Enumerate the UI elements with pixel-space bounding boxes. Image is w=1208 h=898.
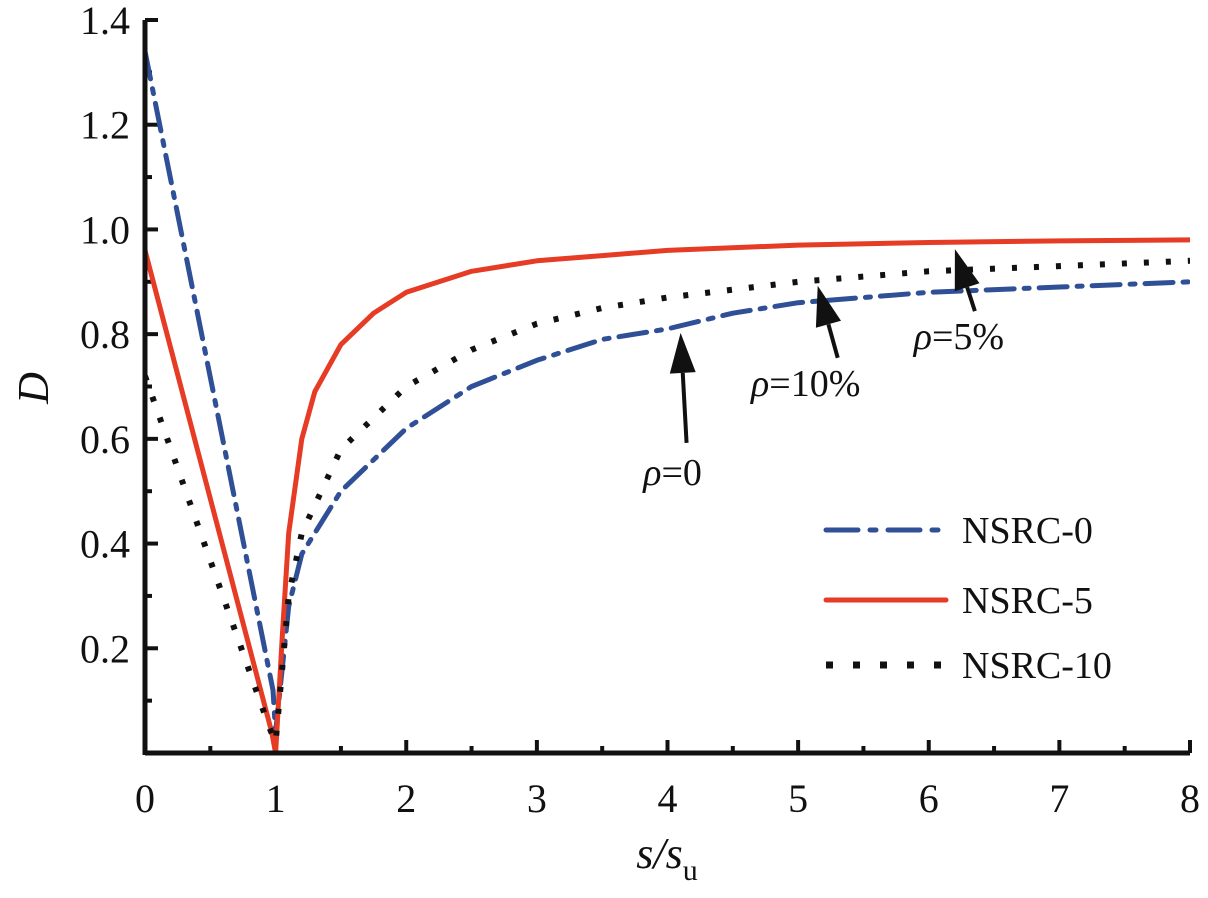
axis-ticks xyxy=(143,18,1192,753)
annotation-label-greek: ρ xyxy=(913,316,932,358)
x-axis-title: s/su xyxy=(636,829,697,887)
axes xyxy=(142,20,1190,756)
annotation-label-text: =5% xyxy=(932,316,1004,358)
y-tick-label: 0.2 xyxy=(80,626,130,671)
annotation-arrow-head xyxy=(669,332,696,374)
annotation-label-text: =10% xyxy=(769,363,860,405)
legend-label-nsrc-5: NSRC-5 xyxy=(962,580,1093,622)
legend-label-nsrc-0: NSRC-0 xyxy=(962,510,1093,552)
x-tick-label: 3 xyxy=(527,776,547,821)
annotation-label-greek: ρ xyxy=(750,363,769,405)
x-tick-label: 4 xyxy=(658,776,678,821)
annotation-label: ρ=5% xyxy=(913,316,1004,358)
series-group xyxy=(145,48,1190,756)
annotation-arrow-head xyxy=(954,249,980,292)
annotation-label: ρ=10% xyxy=(750,363,860,405)
annotation-label: ρ=0 xyxy=(642,452,702,494)
x-tick-label: 0 xyxy=(135,776,155,821)
x-axis-title-main: s/s xyxy=(636,829,682,878)
annotation-label-text: =0 xyxy=(661,452,701,494)
tick-labels: 0 1 2 3 4 5 6 7 8 0.2 0.4 0.6 0.8 1.0 1.2 1.4 xyxy=(80,0,1200,821)
x-tick-label: 6 xyxy=(919,776,939,821)
y-tick-label: 0.4 xyxy=(80,522,130,567)
y-tick-label: 1.2 xyxy=(80,103,130,148)
y-tick-label: 1.0 xyxy=(80,207,130,252)
annotation-arrow-head xyxy=(815,285,841,328)
annotations: ρ=0ρ=10%ρ=5% xyxy=(642,249,1004,494)
legend-label-nsrc-10: NSRC-10 xyxy=(962,645,1112,687)
series-line-nsrc-5 xyxy=(145,237,1190,756)
annotation-label-greek: ρ xyxy=(642,452,661,494)
annotation-arrow-shaft xyxy=(680,372,689,444)
x-tick-label: 1 xyxy=(266,776,286,821)
x-axis-title-subscript: u xyxy=(683,854,698,887)
x-tick-label: 5 xyxy=(788,776,808,821)
y-axis-title: D xyxy=(9,372,58,405)
x-tick-label: 2 xyxy=(396,776,416,821)
series-line-nsrc-0 xyxy=(145,48,1190,735)
y-tick-label: 0.6 xyxy=(80,417,130,462)
series-line-nsrc-10 xyxy=(145,257,1190,746)
annotation-arrow-shaft xyxy=(965,286,977,312)
annotation-arrow-shaft xyxy=(826,323,840,359)
y-tick-label: 1.4 xyxy=(80,0,130,43)
x-tick-label: 7 xyxy=(1049,776,1069,821)
x-tick-label: 8 xyxy=(1180,776,1200,821)
y-tick-label: 0.8 xyxy=(80,312,130,357)
legend: NSRC-0 NSRC-5 NSRC-10 xyxy=(823,510,1112,687)
